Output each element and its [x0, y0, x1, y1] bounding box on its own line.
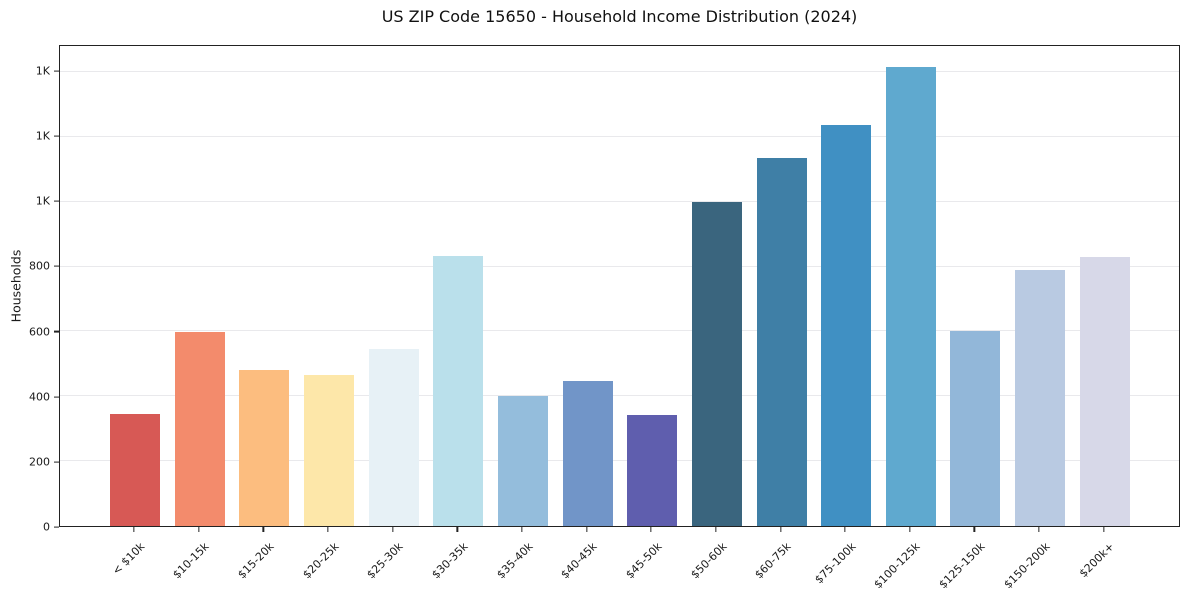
x-tick-mark [585, 527, 588, 532]
x-tick-label: $40-45k [558, 540, 600, 582]
x-tick-label: $125-150k [936, 540, 988, 590]
x-tick-mark [715, 527, 717, 532]
bar [174, 332, 225, 526]
x-tick-mark [650, 527, 652, 532]
y-tick-label: 600 [29, 325, 50, 339]
plot-area [59, 45, 1180, 527]
x-tick-label: $60-75k [752, 540, 794, 582]
gridline [60, 200, 1179, 202]
gridline [60, 135, 1179, 137]
x-tick-mark [779, 527, 782, 532]
bar [303, 374, 354, 526]
x-tick-label: $20-25k [299, 540, 342, 582]
chart-title: US ZIP Code 15650 - Household Income Dis… [381, 7, 858, 26]
bar [110, 413, 160, 526]
x-tick-label: $150-200k [1001, 540, 1053, 590]
x-tick-label: $25-30k [364, 540, 406, 582]
bar [885, 66, 936, 526]
y-axis-tick-marks [53, 45, 59, 528]
y-tick-mark [54, 265, 59, 268]
x-tick-label: $35-40k [493, 540, 536, 582]
y-tick-label: 1K [35, 194, 50, 208]
bar [497, 395, 548, 526]
y-tick-label: 0 [43, 520, 50, 534]
x-tick-label: $10-15k [170, 540, 212, 582]
x-tick-label: $75-100k [812, 540, 859, 587]
bar [1079, 257, 1130, 526]
y-tick-label: 200 [29, 455, 50, 469]
y-tick-label: 1K [35, 129, 50, 143]
bar [239, 369, 290, 526]
x-tick-mark [197, 527, 200, 532]
y-tick-mark [54, 200, 59, 202]
x-tick-mark [521, 527, 523, 532]
x-tick-mark [262, 527, 264, 532]
x-tick-label: $100-125k [871, 540, 924, 590]
y-tick-label: 400 [29, 390, 50, 404]
bar [821, 125, 872, 526]
x-axis: < $10k $10-15k $15-20k $20-25k $25-30k $30-35… [59, 527, 1180, 590]
x-tick-mark [327, 527, 329, 532]
y-tick-mark [54, 331, 59, 333]
gridline [60, 395, 1179, 397]
x-tick-label: $30-35k [429, 540, 471, 582]
y-tick-label: 800 [29, 259, 50, 273]
bar [756, 158, 807, 526]
x-tick-label: $45-50k [623, 540, 665, 582]
x-tick-mark [391, 527, 394, 532]
y-tick-mark [54, 526, 59, 528]
bar [691, 201, 742, 526]
y-tick-mark [54, 461, 59, 463]
gridline [60, 330, 1179, 332]
x-tick-mark [1103, 527, 1105, 532]
bar [1015, 270, 1066, 526]
x-tick-mark [973, 527, 976, 532]
gridline [60, 70, 1179, 72]
gridline [60, 265, 1179, 267]
x-tick-label: $50-60k [687, 540, 730, 582]
y-tick-mark [54, 70, 59, 72]
y-tick-mark [54, 135, 59, 137]
x-tick-mark [133, 527, 135, 532]
x-tick-mark [1038, 527, 1040, 532]
y-tick-label: 1K [35, 64, 50, 78]
bar [627, 415, 678, 526]
gridline [60, 460, 1179, 462]
bar [433, 255, 484, 526]
x-tick-label: $15-20k [235, 540, 277, 582]
y-axis-tick-labels: 0 200 400 600 800 1K 1K 1K [0, 45, 50, 533]
x-tick-mark [909, 527, 911, 532]
y-tick-mark [54, 396, 59, 398]
bar [368, 348, 419, 526]
bar [950, 330, 1001, 526]
x-tick-label: $200k+ [1076, 540, 1117, 581]
x-tick-mark [456, 527, 458, 532]
x-tick-label: < $10k [109, 540, 148, 578]
x-tick-mark [844, 527, 846, 532]
bar [562, 381, 613, 526]
